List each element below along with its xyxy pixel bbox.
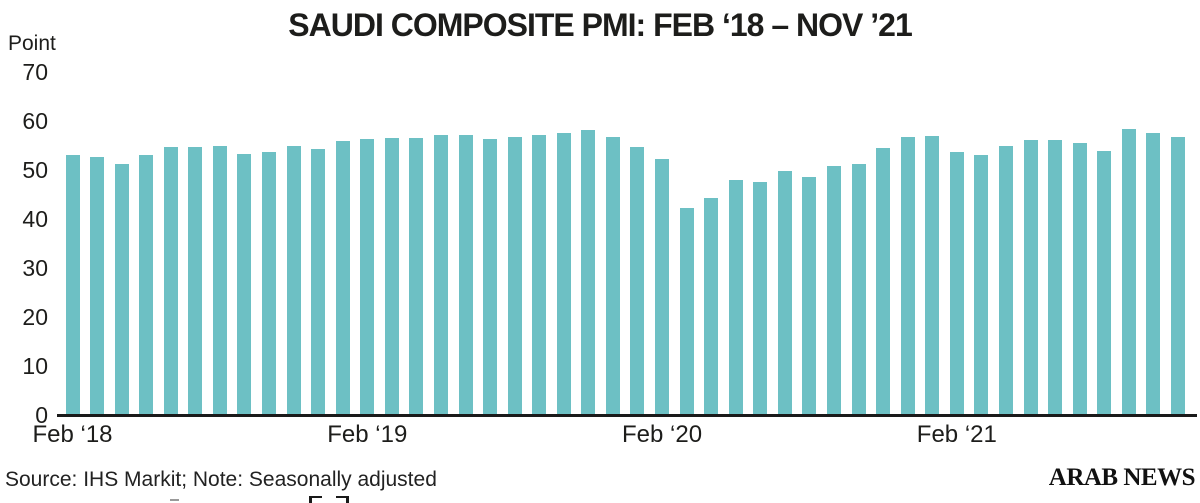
x-tick-feb20: Feb ‘20 bbox=[622, 421, 703, 448]
bar-feb-2019 bbox=[360, 138, 375, 416]
clipped-glyph-fragment bbox=[309, 496, 322, 498]
bar-jan-2020 bbox=[630, 146, 645, 416]
bar-mar-2021 bbox=[974, 154, 989, 416]
clipped-glyph-fragment bbox=[170, 499, 179, 501]
bar-oct-2021 bbox=[1146, 133, 1161, 416]
x-tick-feb18: Feb ‘18 bbox=[32, 421, 113, 448]
bar-jun-2021 bbox=[1048, 139, 1063, 416]
bar-mar-2020 bbox=[679, 208, 694, 416]
bar-feb-2018 bbox=[65, 155, 80, 416]
y-axis-unit-label: Point bbox=[8, 32, 56, 55]
bar-jan-2019 bbox=[335, 140, 350, 416]
bar-nov-2021 bbox=[1170, 137, 1185, 416]
bar-aug-2018 bbox=[212, 146, 227, 416]
bar-may-2018 bbox=[139, 155, 154, 416]
chart-title: SAUDI COMPOSITE PMI: FEB ‘18 – NOV ’21 bbox=[288, 7, 912, 43]
x-tick-feb19: Feb ‘19 bbox=[327, 421, 408, 448]
y-tick-40: 40 bbox=[22, 206, 48, 232]
y-tick-60: 60 bbox=[22, 108, 48, 134]
bar-may-2021 bbox=[1023, 139, 1038, 416]
x-tick-feb21: Feb ‘21 bbox=[916, 421, 997, 448]
bar-jul-2019 bbox=[483, 138, 498, 416]
y-tick-50: 50 bbox=[22, 157, 48, 183]
bar-nov-2020 bbox=[876, 147, 891, 416]
bar-oct-2018 bbox=[262, 152, 277, 416]
y-tick-0: 0 bbox=[35, 402, 48, 428]
y-tick-10: 10 bbox=[22, 353, 48, 379]
bar-mar-2018 bbox=[90, 157, 105, 416]
bar-jan-2021 bbox=[925, 136, 940, 416]
bar-jun-2018 bbox=[163, 146, 178, 416]
clipped-glyph-fragment bbox=[346, 496, 349, 503]
bar-sep-2019 bbox=[532, 135, 547, 416]
bar-jul-2018 bbox=[188, 146, 203, 416]
bar-nov-2019 bbox=[581, 130, 596, 416]
x-axis-line bbox=[57, 414, 1197, 417]
bar-sep-2021 bbox=[1121, 128, 1136, 416]
y-tick-20: 20 bbox=[22, 304, 48, 330]
bar-oct-2019 bbox=[556, 132, 571, 416]
bar-feb-2020 bbox=[655, 158, 670, 416]
bar-dec-2018 bbox=[311, 148, 326, 416]
bar-jul-2020 bbox=[777, 171, 792, 416]
bar-aug-2021 bbox=[1097, 150, 1112, 416]
bar-jun-2020 bbox=[753, 182, 768, 416]
bar-dec-2019 bbox=[605, 137, 620, 416]
bar-sep-2018 bbox=[237, 154, 252, 416]
bar-jun-2019 bbox=[458, 134, 473, 416]
clipped-glyph-fragment bbox=[309, 496, 312, 503]
bar-apr-2019 bbox=[409, 137, 424, 416]
bar-aug-2019 bbox=[507, 136, 522, 416]
y-tick-30: 30 bbox=[22, 255, 48, 281]
bar-apr-2020 bbox=[704, 198, 719, 416]
y-tick-70: 70 bbox=[22, 59, 48, 85]
bar-sep-2020 bbox=[827, 166, 841, 416]
bar-jul-2021 bbox=[1072, 142, 1087, 416]
bar-oct-2020 bbox=[851, 163, 866, 416]
bar-may-2020 bbox=[728, 180, 743, 416]
source-note: Source: IHS Markit; Note: Seasonally adj… bbox=[5, 468, 437, 491]
bar-apr-2018 bbox=[114, 164, 129, 416]
bar-feb-2021 bbox=[949, 151, 964, 416]
clipped-glyph-fragment bbox=[336, 496, 349, 498]
bar-dec-2020 bbox=[900, 136, 915, 416]
bar-nov-2018 bbox=[286, 145, 301, 416]
arab-news-logo: ARAB NEWS bbox=[1048, 464, 1196, 491]
bar-aug-2020 bbox=[802, 176, 817, 416]
bar-mar-2019 bbox=[384, 137, 399, 416]
bar-apr-2021 bbox=[998, 145, 1013, 416]
bar-may-2019 bbox=[433, 135, 448, 416]
